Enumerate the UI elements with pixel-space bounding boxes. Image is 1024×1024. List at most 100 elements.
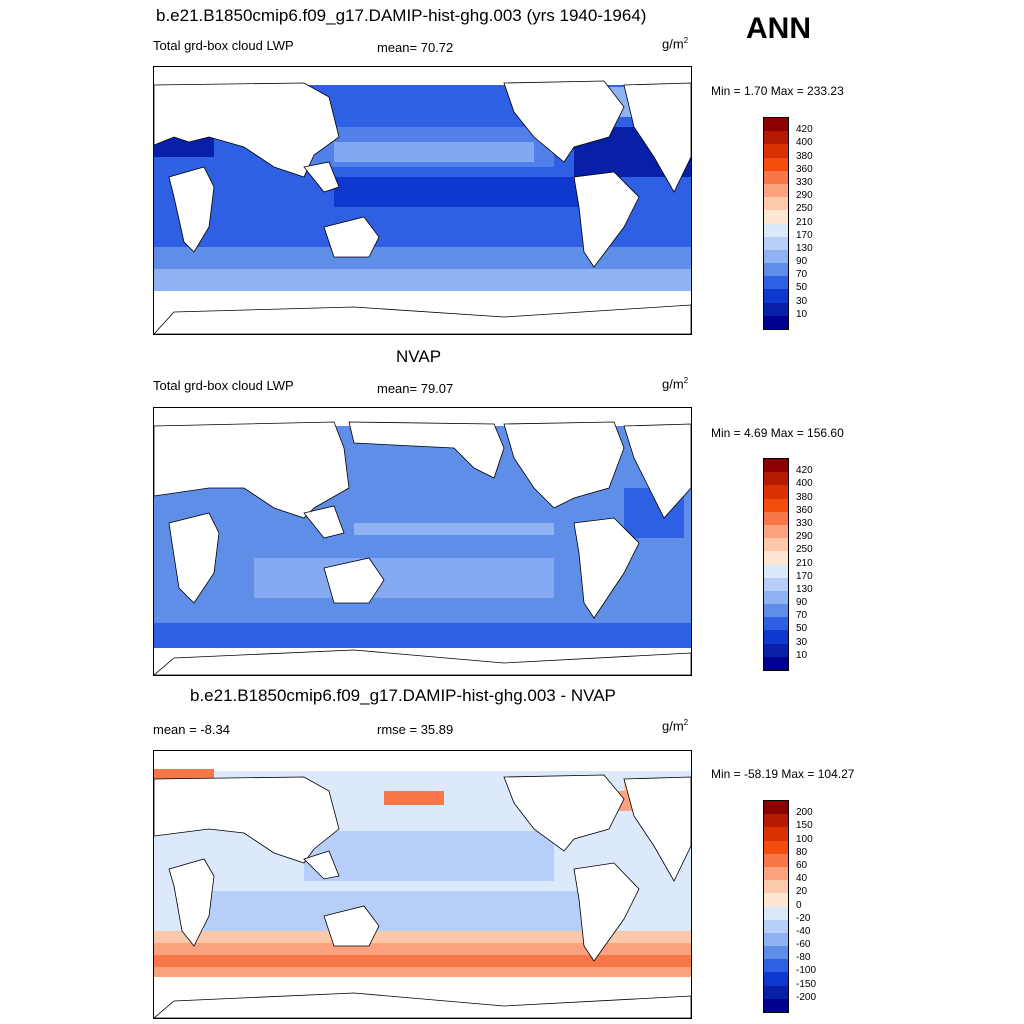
colorbar-swatch xyxy=(764,485,788,499)
colorbar-swatch xyxy=(764,498,788,512)
colorbar-tick-label: 400 xyxy=(796,478,813,490)
colorbar-swatch xyxy=(764,853,788,867)
mean-label: mean= 79.07 xyxy=(377,381,454,396)
colorbar-tick-label: 30 xyxy=(796,295,808,307)
colorbar-swatch xyxy=(764,197,788,211)
colorbar-tick-label: 210 xyxy=(796,216,813,228)
colorbar-tick-label: 90 xyxy=(796,597,808,609)
colorbar-swatch xyxy=(764,538,788,552)
colorbar-tick-label: -100 xyxy=(796,965,817,977)
colorbar-swatch xyxy=(764,276,788,290)
colorbar-tick-label: 70 xyxy=(796,269,808,281)
colorbar-tick-label: -150 xyxy=(796,978,817,990)
variable-label: Total grd-box cloud LWP xyxy=(153,38,294,53)
colorbar-tick-label: 380 xyxy=(796,150,813,162)
colorbar-tick-label: 170 xyxy=(796,229,813,241)
rmse-label: rmse = 35.89 xyxy=(377,722,454,737)
colorbar-tick-label: -40 xyxy=(796,925,811,937)
colorbar-swatch xyxy=(764,998,788,1012)
colorbar-tick-label: 420 xyxy=(796,124,813,136)
mean-label: mean= 70.72 xyxy=(377,40,454,55)
colorbar-tick-label: 80 xyxy=(796,846,808,858)
colorbar-swatch xyxy=(764,223,788,237)
unit-label: g/m2 xyxy=(662,36,689,52)
colorbar-tick-label: 360 xyxy=(796,504,813,516)
colorbar-tick-label: 330 xyxy=(796,517,813,529)
colorbar-swatch xyxy=(764,551,788,565)
colorbar-swatch xyxy=(764,617,788,631)
season-label: ANN xyxy=(746,12,811,45)
colorbar-tick-label: 380 xyxy=(796,491,813,503)
colorbar xyxy=(763,117,789,330)
colorbar-swatch xyxy=(764,210,788,224)
colorbar-swatch xyxy=(764,183,788,198)
colorbar-tick-label: 200 xyxy=(796,807,813,819)
colorbar-swatch xyxy=(764,170,788,184)
colorbar-tick-label: 90 xyxy=(796,256,808,268)
colorbar-tick-label: 10 xyxy=(796,649,808,661)
colorbar-swatch xyxy=(764,814,788,828)
colorbar-swatch xyxy=(764,144,788,158)
colorbar-tick-label: 70 xyxy=(796,610,808,622)
panel-title: NVAP xyxy=(396,347,442,366)
colorbar-swatch xyxy=(764,263,788,277)
colorbar-tick-label: 50 xyxy=(796,282,808,294)
colorbar-swatch xyxy=(764,236,788,250)
min-max-label: Min = 1.70 Max = 233.23 xyxy=(711,84,844,98)
colorbar-swatch xyxy=(764,946,788,960)
colorbar-swatch xyxy=(764,302,788,316)
colorbar-swatch xyxy=(764,932,788,947)
colorbar-tick-label: 40 xyxy=(796,873,808,885)
colorbar-swatch xyxy=(764,985,788,999)
colorbar-swatch xyxy=(764,511,788,525)
colorbar-swatch xyxy=(764,315,788,329)
colorbar-tick-label: 360 xyxy=(796,163,813,175)
colorbar-swatch xyxy=(764,249,788,264)
min-max-label: Min = 4.69 Max = 156.60 xyxy=(711,426,844,440)
colorbar-swatch xyxy=(764,643,788,657)
colorbar-tick-label: 290 xyxy=(796,190,813,202)
unit-label: g/m2 xyxy=(662,718,689,734)
colorbar-tick-label: 130 xyxy=(796,242,813,254)
colorbar-swatch xyxy=(764,630,788,644)
colorbar-tick-label: 60 xyxy=(796,859,808,871)
colorbar-tick-label: -60 xyxy=(796,939,811,951)
colorbar-swatch xyxy=(764,590,788,605)
map-plot xyxy=(153,750,692,1019)
colorbar-swatch xyxy=(764,577,788,591)
colorbar-tick-label: 100 xyxy=(796,833,813,845)
colorbar-swatch xyxy=(764,157,788,171)
panel-title: b.e21.B1850cmip6.f09_g17.DAMIP-hist-ghg.… xyxy=(190,686,616,705)
colorbar-tick-label: -200 xyxy=(796,991,817,1003)
colorbar-tick-label: 170 xyxy=(796,570,813,582)
colorbar-tick-label: 10 xyxy=(796,308,808,320)
colorbar-tick-label: 20 xyxy=(796,886,808,898)
colorbar-swatch xyxy=(764,604,788,618)
colorbar-tick-label: 210 xyxy=(796,557,813,569)
mean-label: mean = -8.34 xyxy=(153,722,230,737)
colorbar xyxy=(763,800,789,1013)
colorbar-swatch xyxy=(764,866,788,881)
colorbar-swatch xyxy=(764,972,788,986)
colorbar-swatch xyxy=(764,289,788,303)
colorbar-swatch xyxy=(764,459,788,473)
colorbar-swatch xyxy=(764,564,788,578)
colorbar-swatch xyxy=(764,919,788,933)
colorbar-swatch xyxy=(764,893,788,907)
colorbar-tick-label: 290 xyxy=(796,531,813,543)
colorbar-swatch xyxy=(764,827,788,841)
colorbar-tick-label: 250 xyxy=(796,203,813,215)
colorbar-swatch xyxy=(764,131,788,145)
panel-title: b.e21.B1850cmip6.f09_g17.DAMIP-hist-ghg.… xyxy=(156,6,647,25)
colorbar-tick-label: 400 xyxy=(796,137,813,149)
colorbar-tick-label: 330 xyxy=(796,176,813,188)
colorbar-swatch xyxy=(764,656,788,670)
colorbar-swatch xyxy=(764,524,788,539)
colorbar-swatch xyxy=(764,801,788,815)
colorbar-swatch xyxy=(764,472,788,486)
colorbar xyxy=(763,458,789,671)
colorbar-swatch xyxy=(764,880,788,894)
map-plot xyxy=(153,407,692,676)
colorbar-swatch xyxy=(764,959,788,973)
colorbar-tick-label: -80 xyxy=(796,952,811,964)
